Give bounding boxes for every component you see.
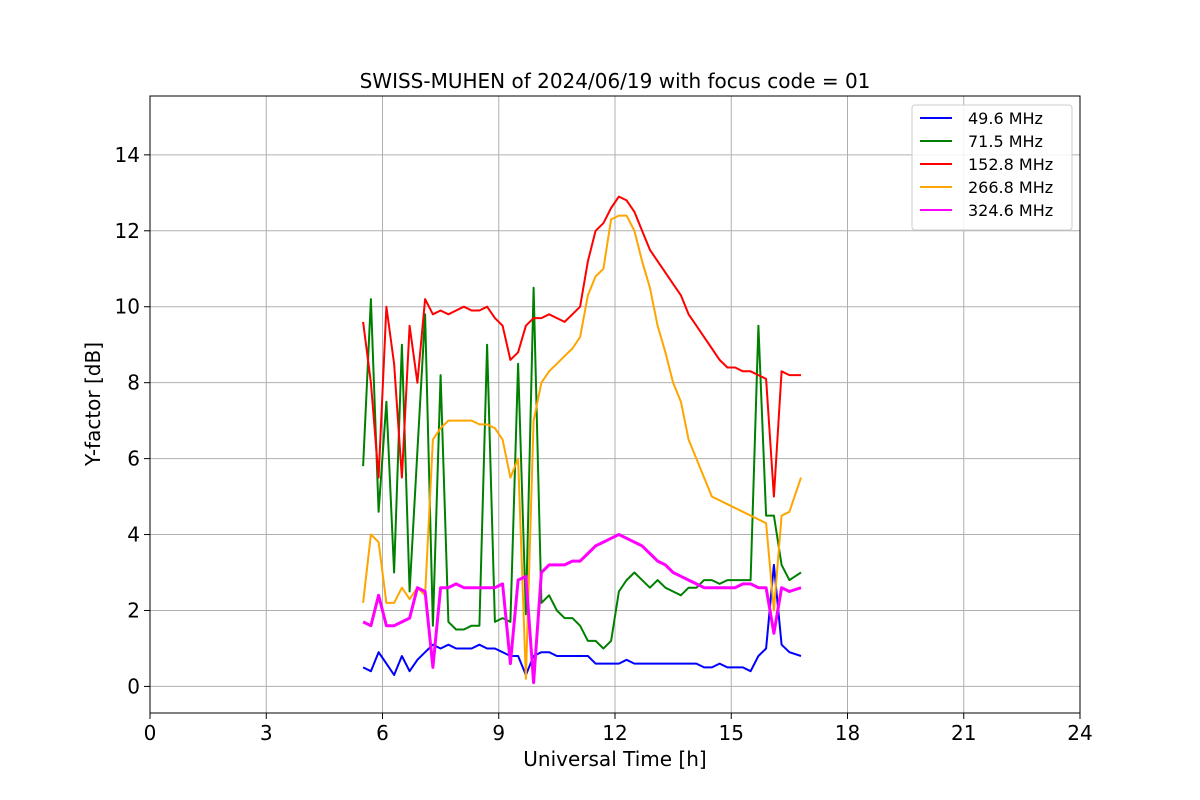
legend-entry: 152.8 MHz xyxy=(968,155,1053,174)
legend-entry: 324.6 MHz xyxy=(968,201,1053,220)
x-tick-label: 0 xyxy=(144,721,157,745)
y-axis-title: Y-factor [dB] xyxy=(81,342,105,467)
legend: 49.6 MHz 71.5 MHz 152.8 MHz 266.8 MHz 324.6 … xyxy=(912,105,1072,230)
series-line xyxy=(363,535,801,683)
x-axis: 0 3 6 9 12 15 18 21 24 xyxy=(144,713,1093,745)
x-tick-label: 12 xyxy=(602,721,627,745)
x-tick-label: 21 xyxy=(951,721,976,745)
y-tick-label: 4 xyxy=(127,523,140,547)
y-tick-label: 0 xyxy=(127,674,140,698)
x-tick-label: 9 xyxy=(492,721,505,745)
y-tick-label: 12 xyxy=(115,219,140,243)
chart-title: SWISS-MUHEN of 2024/06/19 with focus cod… xyxy=(360,69,871,93)
y-tick-label: 14 xyxy=(115,143,140,167)
x-tick-label: 24 xyxy=(1067,721,1092,745)
y-tick-label: 6 xyxy=(127,447,140,471)
x-tick-label: 15 xyxy=(719,721,744,745)
x-tick-label: 6 xyxy=(376,721,389,745)
y-axis: 0 2 4 6 8 10 12 14 xyxy=(115,143,150,699)
legend-entry: 266.8 MHz xyxy=(968,178,1053,197)
legend-entry: 71.5 MHz xyxy=(968,132,1043,151)
x-tick-label: 3 xyxy=(260,721,273,745)
series-line xyxy=(363,288,801,649)
legend-entry: 49.6 MHz xyxy=(968,109,1043,128)
x-axis-title: Universal Time [h] xyxy=(523,747,706,771)
y-tick-label: 8 xyxy=(127,371,140,395)
y-tick-label: 10 xyxy=(115,295,140,319)
plot-area xyxy=(363,197,801,683)
x-tick-label: 18 xyxy=(835,721,860,745)
y-tick-label: 2 xyxy=(127,598,140,622)
